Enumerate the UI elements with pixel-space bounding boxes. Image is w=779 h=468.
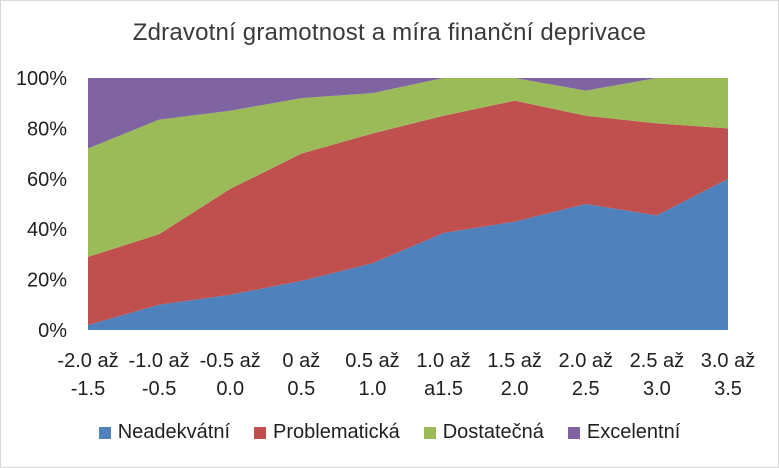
x-tick-label: -0.5 až 0.0 (200, 350, 261, 400)
series-area-1 (88, 178, 728, 330)
legend-item-4: Excelentní (567, 421, 681, 444)
series-area-4 (88, 78, 728, 149)
y-tick-label: 0% (38, 320, 67, 342)
x-tick-label: 0.5 až 1.0 (345, 350, 399, 400)
x-tick-label: 2.0 až 2.5 (559, 350, 613, 400)
legend-label: Excelentní (586, 421, 681, 443)
x-tick-label: 0 až 0.5 (282, 350, 320, 400)
legend-label: Dostatečná (442, 421, 544, 443)
y-tick-label: 80% (27, 118, 67, 140)
legend-swatch (254, 426, 266, 439)
x-tick-label: 1.0 až a1.5 (416, 350, 470, 400)
x-tick-label: 2.5 až 3.0 (630, 350, 684, 400)
chart-title: Zdravotní gramotnost a míra finanční dep… (132, 19, 647, 46)
chart-legend: Neadekvátní Problematická Dostatečná Excele… (1, 421, 778, 444)
legend-label: Problematická (273, 421, 400, 443)
legend-item-1: Neadekvátní (98, 421, 230, 444)
legend-swatch (567, 426, 580, 439)
y-tick-label: 20% (27, 270, 67, 292)
series-area-3 (88, 78, 728, 257)
y-tick-label: 40% (27, 219, 67, 241)
legend-swatch (98, 426, 111, 439)
legend-label: Neadekvátní (117, 421, 230, 443)
x-tick-label: -2.0 až -1.5 (57, 350, 118, 400)
x-tick-label: -1.0 až -0.5 (129, 350, 190, 400)
legend-item-3: Dostatečná (423, 421, 544, 444)
legend-item-2: Problematická (254, 421, 400, 444)
legend-swatch (423, 426, 436, 439)
y-tick-label: 100% (16, 68, 67, 90)
x-tick-label: 3.0 až 3.5 (701, 350, 755, 400)
y-tick-label: 60% (27, 169, 67, 191)
x-tick-label: 1.5 až 2.0 (487, 350, 541, 400)
area-chart: 0% 20% 40% 60% 80% 100% -2.0 až -1.5-1.0 až -0.5… (16, 68, 755, 400)
series-area-2 (88, 100, 728, 325)
